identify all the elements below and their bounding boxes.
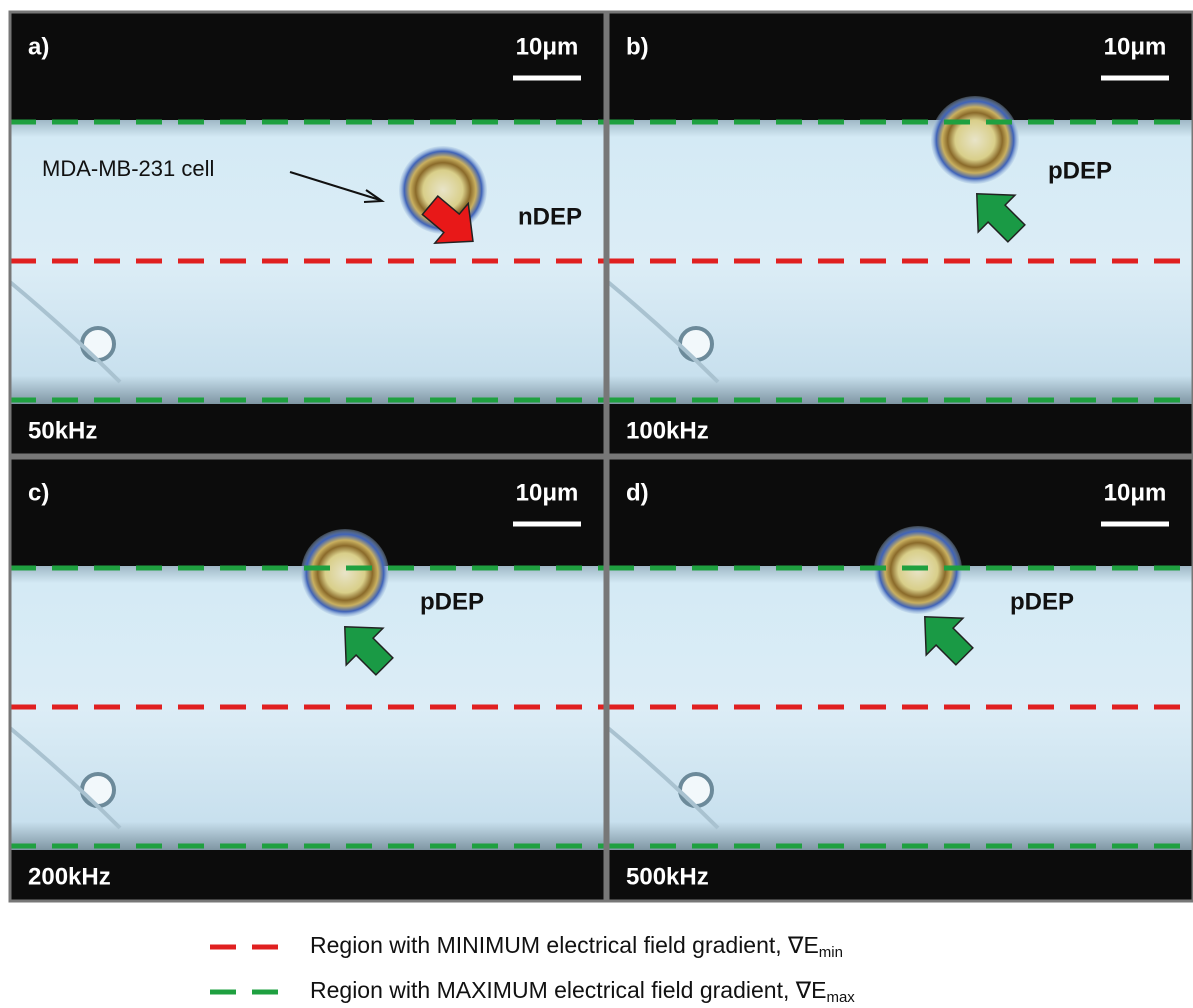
cell (931, 96, 1019, 184)
frequency-label: 100kHz (626, 417, 709, 444)
frequency-label: 50kHz (28, 417, 97, 444)
panel-label: b) (626, 33, 649, 60)
legend-text: Region with MAXIMUM electrical field gra… (310, 977, 855, 1006)
dep-annotation: nDEP (518, 203, 582, 230)
panel-label: a) (28, 33, 49, 60)
figure: a) 10μm 50kHz nDEP MDA-MB-231 cell b) 10μm 100k… (0, 0, 1193, 1008)
panel: d) 10μm 500kHz pDEP (608, 458, 1193, 901)
cell-label: MDA-MB-231 cell (42, 156, 214, 181)
debris (680, 774, 712, 806)
scale-label: 10μm (516, 33, 579, 60)
panel: c) 10μm 200kHz pDEP (10, 458, 605, 901)
panel: b) 10μm 100kHz pDEP (608, 12, 1193, 455)
cell (301, 529, 389, 617)
scale-label: 10μm (1104, 479, 1167, 506)
panel-label: d) (626, 479, 649, 506)
legend-text: Region with MINIMUM electrical field gra… (310, 932, 843, 961)
panel: a) 10μm 50kHz nDEP MDA-MB-231 cell (10, 12, 605, 455)
dep-annotation: pDEP (1010, 588, 1074, 615)
debris (82, 328, 114, 360)
panel-label: c) (28, 479, 49, 506)
legend-label: Region with MAXIMUM electrical field gra… (310, 977, 826, 1003)
legend-subscript: max (826, 989, 855, 1006)
legend: Region with MINIMUM electrical field gra… (210, 932, 855, 1006)
scale-label: 10μm (1104, 33, 1167, 60)
debris (82, 774, 114, 806)
legend-label: Region with MINIMUM electrical field gra… (310, 932, 819, 958)
frequency-label: 200kHz (28, 863, 111, 890)
scale-label: 10μm (516, 479, 579, 506)
dep-annotation: pDEP (1048, 157, 1112, 184)
dep-annotation: pDEP (420, 588, 484, 615)
legend-subscript: min (819, 944, 843, 961)
frequency-label: 500kHz (626, 863, 709, 890)
debris (680, 328, 712, 360)
